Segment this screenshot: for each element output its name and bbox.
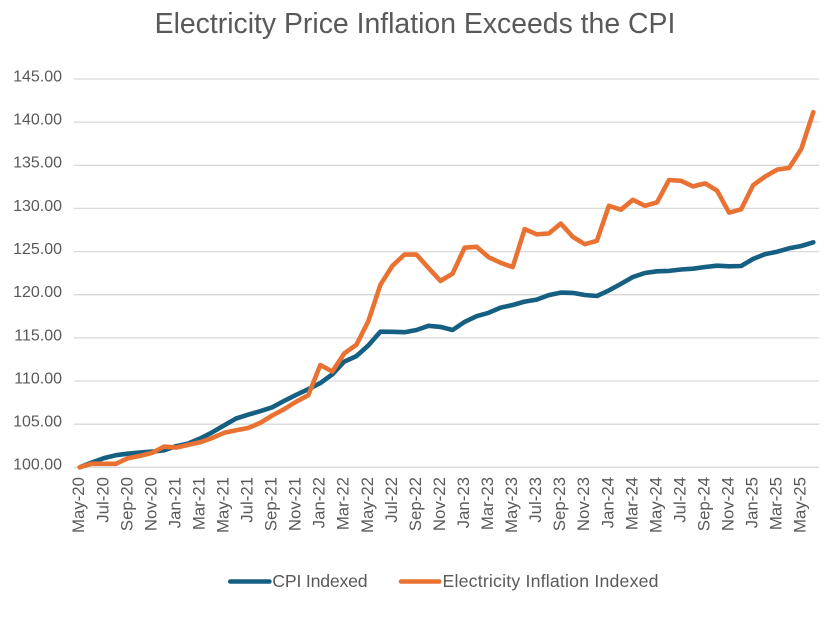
- svg-text:May-20: May-20: [69, 477, 88, 533]
- svg-text:Jan-25: Jan-25: [743, 477, 762, 528]
- svg-text:Jul-21: Jul-21: [238, 477, 257, 523]
- svg-text:140.00: 140.00: [13, 112, 62, 129]
- svg-text:Nov-23: Nov-23: [574, 477, 593, 531]
- svg-text:110.00: 110.00: [14, 370, 62, 387]
- svg-text:120.00: 120.00: [13, 284, 62, 301]
- svg-text:Sep-20: Sep-20: [117, 477, 136, 531]
- svg-text:Nov-24: Nov-24: [719, 477, 738, 531]
- svg-text:Jan-22: Jan-22: [310, 477, 329, 528]
- svg-text:Mar-24: Mar-24: [622, 477, 641, 530]
- svg-text:May-24: May-24: [646, 477, 665, 533]
- svg-text:Nov-20: Nov-20: [141, 477, 160, 531]
- svg-text:Nov-21: Nov-21: [286, 477, 305, 531]
- svg-text:Mar-21: Mar-21: [190, 477, 209, 530]
- svg-text:CPI Indexed: CPI Indexed: [272, 571, 367, 591]
- svg-text:May-23: May-23: [502, 477, 521, 533]
- svg-text:Nov-22: Nov-22: [430, 477, 449, 531]
- svg-text:Electricity Inflation Indexed: Electricity Inflation Indexed: [443, 571, 659, 591]
- svg-text:135.00: 135.00: [13, 155, 62, 172]
- svg-text:125.00: 125.00: [13, 241, 62, 258]
- svg-text:May-25: May-25: [791, 477, 810, 533]
- svg-text:Jul-24: Jul-24: [670, 477, 689, 523]
- svg-text:Sep-22: Sep-22: [406, 477, 425, 531]
- svg-text:Jul-20: Jul-20: [93, 477, 112, 523]
- svg-text:Mar-23: Mar-23: [478, 477, 497, 530]
- svg-text:Sep-24: Sep-24: [695, 477, 714, 531]
- svg-text:Jan-23: Jan-23: [454, 477, 473, 528]
- svg-text:Jul-23: Jul-23: [526, 477, 545, 523]
- svg-text:Jan-21: Jan-21: [165, 477, 184, 528]
- svg-text:145.00: 145.00: [13, 68, 62, 85]
- svg-text:Mar-22: Mar-22: [334, 477, 353, 530]
- svg-text:Jul-22: Jul-22: [382, 477, 401, 523]
- svg-text:Sep-23: Sep-23: [550, 477, 569, 531]
- svg-text:Sep-21: Sep-21: [262, 477, 281, 531]
- svg-text:130.00: 130.00: [13, 198, 62, 215]
- svg-text:Jan-24: Jan-24: [598, 477, 617, 528]
- svg-text:May-21: May-21: [214, 477, 233, 533]
- svg-text:May-22: May-22: [358, 477, 377, 533]
- svg-text:105.00: 105.00: [13, 414, 62, 431]
- svg-text:100.00: 100.00: [13, 457, 62, 474]
- svg-text:Electricity Price Inflation Ex: Electricity Price Inflation Exceeds the …: [155, 8, 676, 40]
- svg-text:115.00: 115.00: [14, 327, 62, 344]
- svg-text:Mar-25: Mar-25: [767, 477, 786, 530]
